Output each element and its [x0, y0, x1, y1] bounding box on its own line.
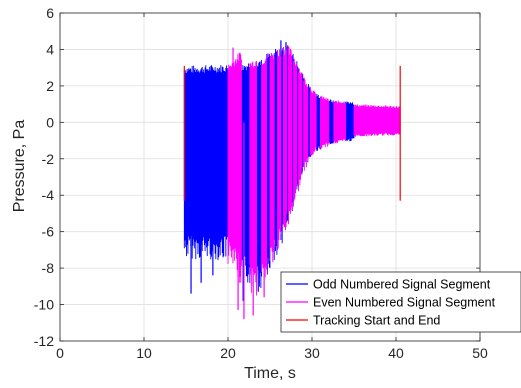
signal-segment: [328, 99, 335, 145]
legend-entry-even: Even Numbered Signal Segment: [313, 296, 496, 310]
x-axis-label: Time, s: [244, 365, 296, 382]
x-tick-label: 10: [136, 345, 152, 361]
y-tick-label: -2: [42, 151, 55, 167]
signal-segment: [227, 52, 242, 283]
signal-segment: [282, 46, 288, 231]
ticks: 0 10 20 30 40 50 -12 -10 -8 -6 -4 -2 0 2 4 6: [34, 5, 488, 361]
plot-data: [183, 40, 401, 320]
x-tick-label: 40: [388, 345, 404, 361]
y-tick-label: -12: [34, 333, 54, 349]
y-tick-label: -6: [42, 224, 55, 240]
signal-segment: [266, 53, 271, 275]
y-tick-label: -10: [34, 297, 54, 313]
x-tick-label: 50: [472, 345, 488, 361]
signal-segment: [288, 46, 293, 225]
axes-box: [59, 12, 481, 342]
y-tick-label: 2: [46, 78, 54, 94]
legend-entry-tracking: Tracking Start and End: [313, 314, 440, 328]
legend-entry-odd: Odd Numbered Signal Segment: [313, 278, 491, 292]
signal-segment: [345, 101, 355, 142]
signal-segment: [333, 100, 347, 144]
signal-segment: [303, 77, 309, 171]
signal-segment: [353, 104, 401, 137]
y-tick-label: 6: [46, 5, 54, 21]
signal-segment: [319, 95, 330, 149]
legend-box: [280, 271, 521, 333]
signal-segment: [277, 49, 282, 250]
signal-segment: [269, 52, 275, 263]
x-tick-label: 20: [220, 345, 236, 361]
signal-segment: [315, 93, 321, 151]
series-1: [227, 46, 401, 320]
y-tick-label: -4: [42, 187, 55, 203]
y-tick-label: -8: [42, 260, 55, 276]
legend: Odd Numbered Signal Segment Even Numbere…: [280, 271, 521, 333]
signal-segment: [293, 58, 298, 207]
y-tick-label: 4: [46, 41, 54, 57]
signal-segment: [240, 63, 251, 283]
x-tick-label: 0: [56, 345, 64, 361]
signal-segment: [309, 87, 317, 156]
y-tick-label: 0: [46, 114, 54, 130]
signal-segment: [256, 59, 263, 288]
signal-segment: [298, 68, 303, 192]
y-axis-label: Pressure, Pa: [11, 120, 28, 213]
signal-segment: [273, 48, 279, 261]
x-tick-label: 30: [304, 345, 320, 361]
series-2: [183, 65, 401, 201]
axes-frame: [59, 12, 481, 342]
